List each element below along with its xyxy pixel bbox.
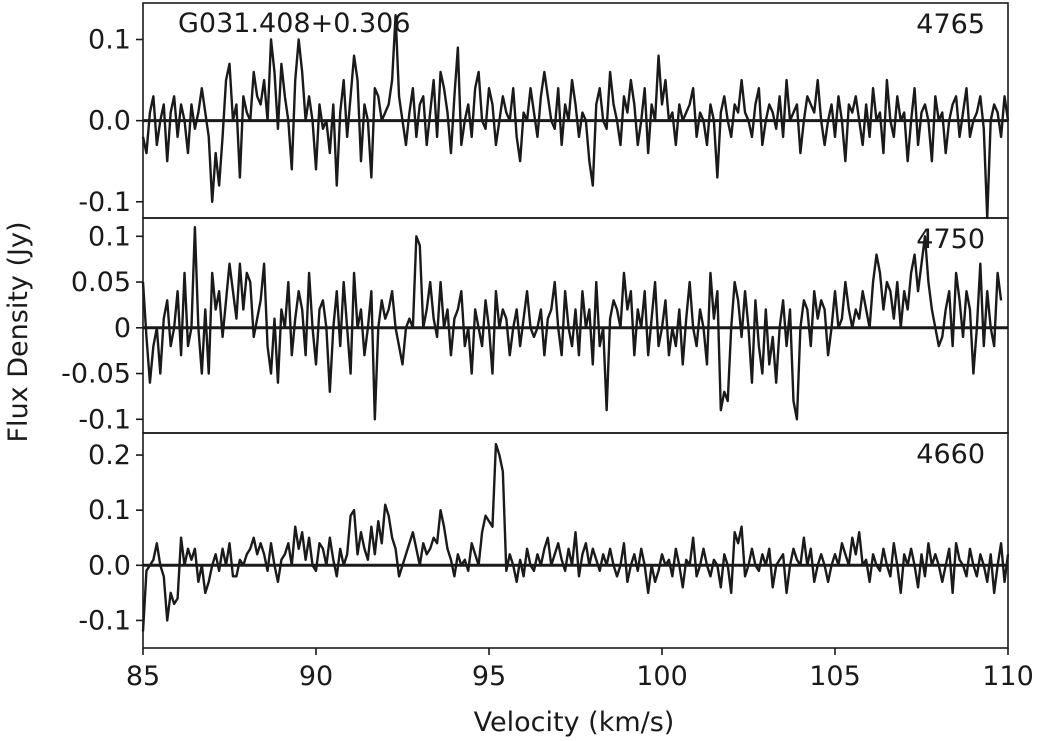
y-tick-label: 0.0: [88, 106, 131, 137]
spectrum-line-2-0: [141, 442, 1010, 632]
y-tick-label: 0: [114, 313, 131, 344]
x-tick-label: 85: [126, 661, 160, 692]
y-tick-label: -0.1: [78, 404, 131, 435]
panel-label: 4750: [916, 224, 985, 255]
y-tick-label: 0.2: [88, 440, 131, 471]
x-tick-label: 110: [982, 661, 1034, 692]
y-axis-label: Flux Density (Jy): [3, 222, 34, 443]
x-tick-label: 100: [636, 661, 688, 692]
panel-label: 4660: [916, 439, 985, 470]
panel-frame: [142, 432, 1009, 649]
x-tick-label: 90: [299, 661, 333, 692]
y-tick-label: 0.1: [88, 221, 131, 252]
panel-2: 0.2 0.1 0.0 -0.1 4660: [78, 432, 1010, 649]
y-tick-label: -0.1: [78, 605, 131, 636]
x-tick-label: 95: [472, 661, 506, 692]
panel-0: 0.1 0.0 -0.1 4765: [78, 2, 1010, 220]
y-tick-label: -0.05: [61, 359, 131, 390]
y-tick-label: 0.1: [88, 25, 131, 56]
x-axis-label: Velocity (km/s): [474, 707, 675, 738]
panel-label: 4765: [916, 9, 985, 40]
panel-frame: [142, 217, 1009, 434]
x-tick-label: 105: [809, 661, 861, 692]
y-tick-label: -0.1: [78, 187, 131, 218]
source-name-label: G031.408+0.306: [178, 8, 411, 39]
panels-layer: 0.10.0-0.147650.10.050-0.05-0.147500.20.…: [61, 2, 1010, 649]
spectrum-line-0-0: [141, 13, 1010, 220]
y-tick-label: 0.05: [71, 267, 131, 298]
y-tick-label: 0.0: [88, 550, 131, 581]
panel-1: 0.1 0.05 0 -0.05 -0.1 4750: [61, 217, 1009, 435]
x-axis: 85 90 95 100 105 110: [126, 648, 1034, 692]
y-tick-label: 0.1: [88, 495, 131, 526]
spectrum-line-1-0: [141, 225, 1003, 421]
